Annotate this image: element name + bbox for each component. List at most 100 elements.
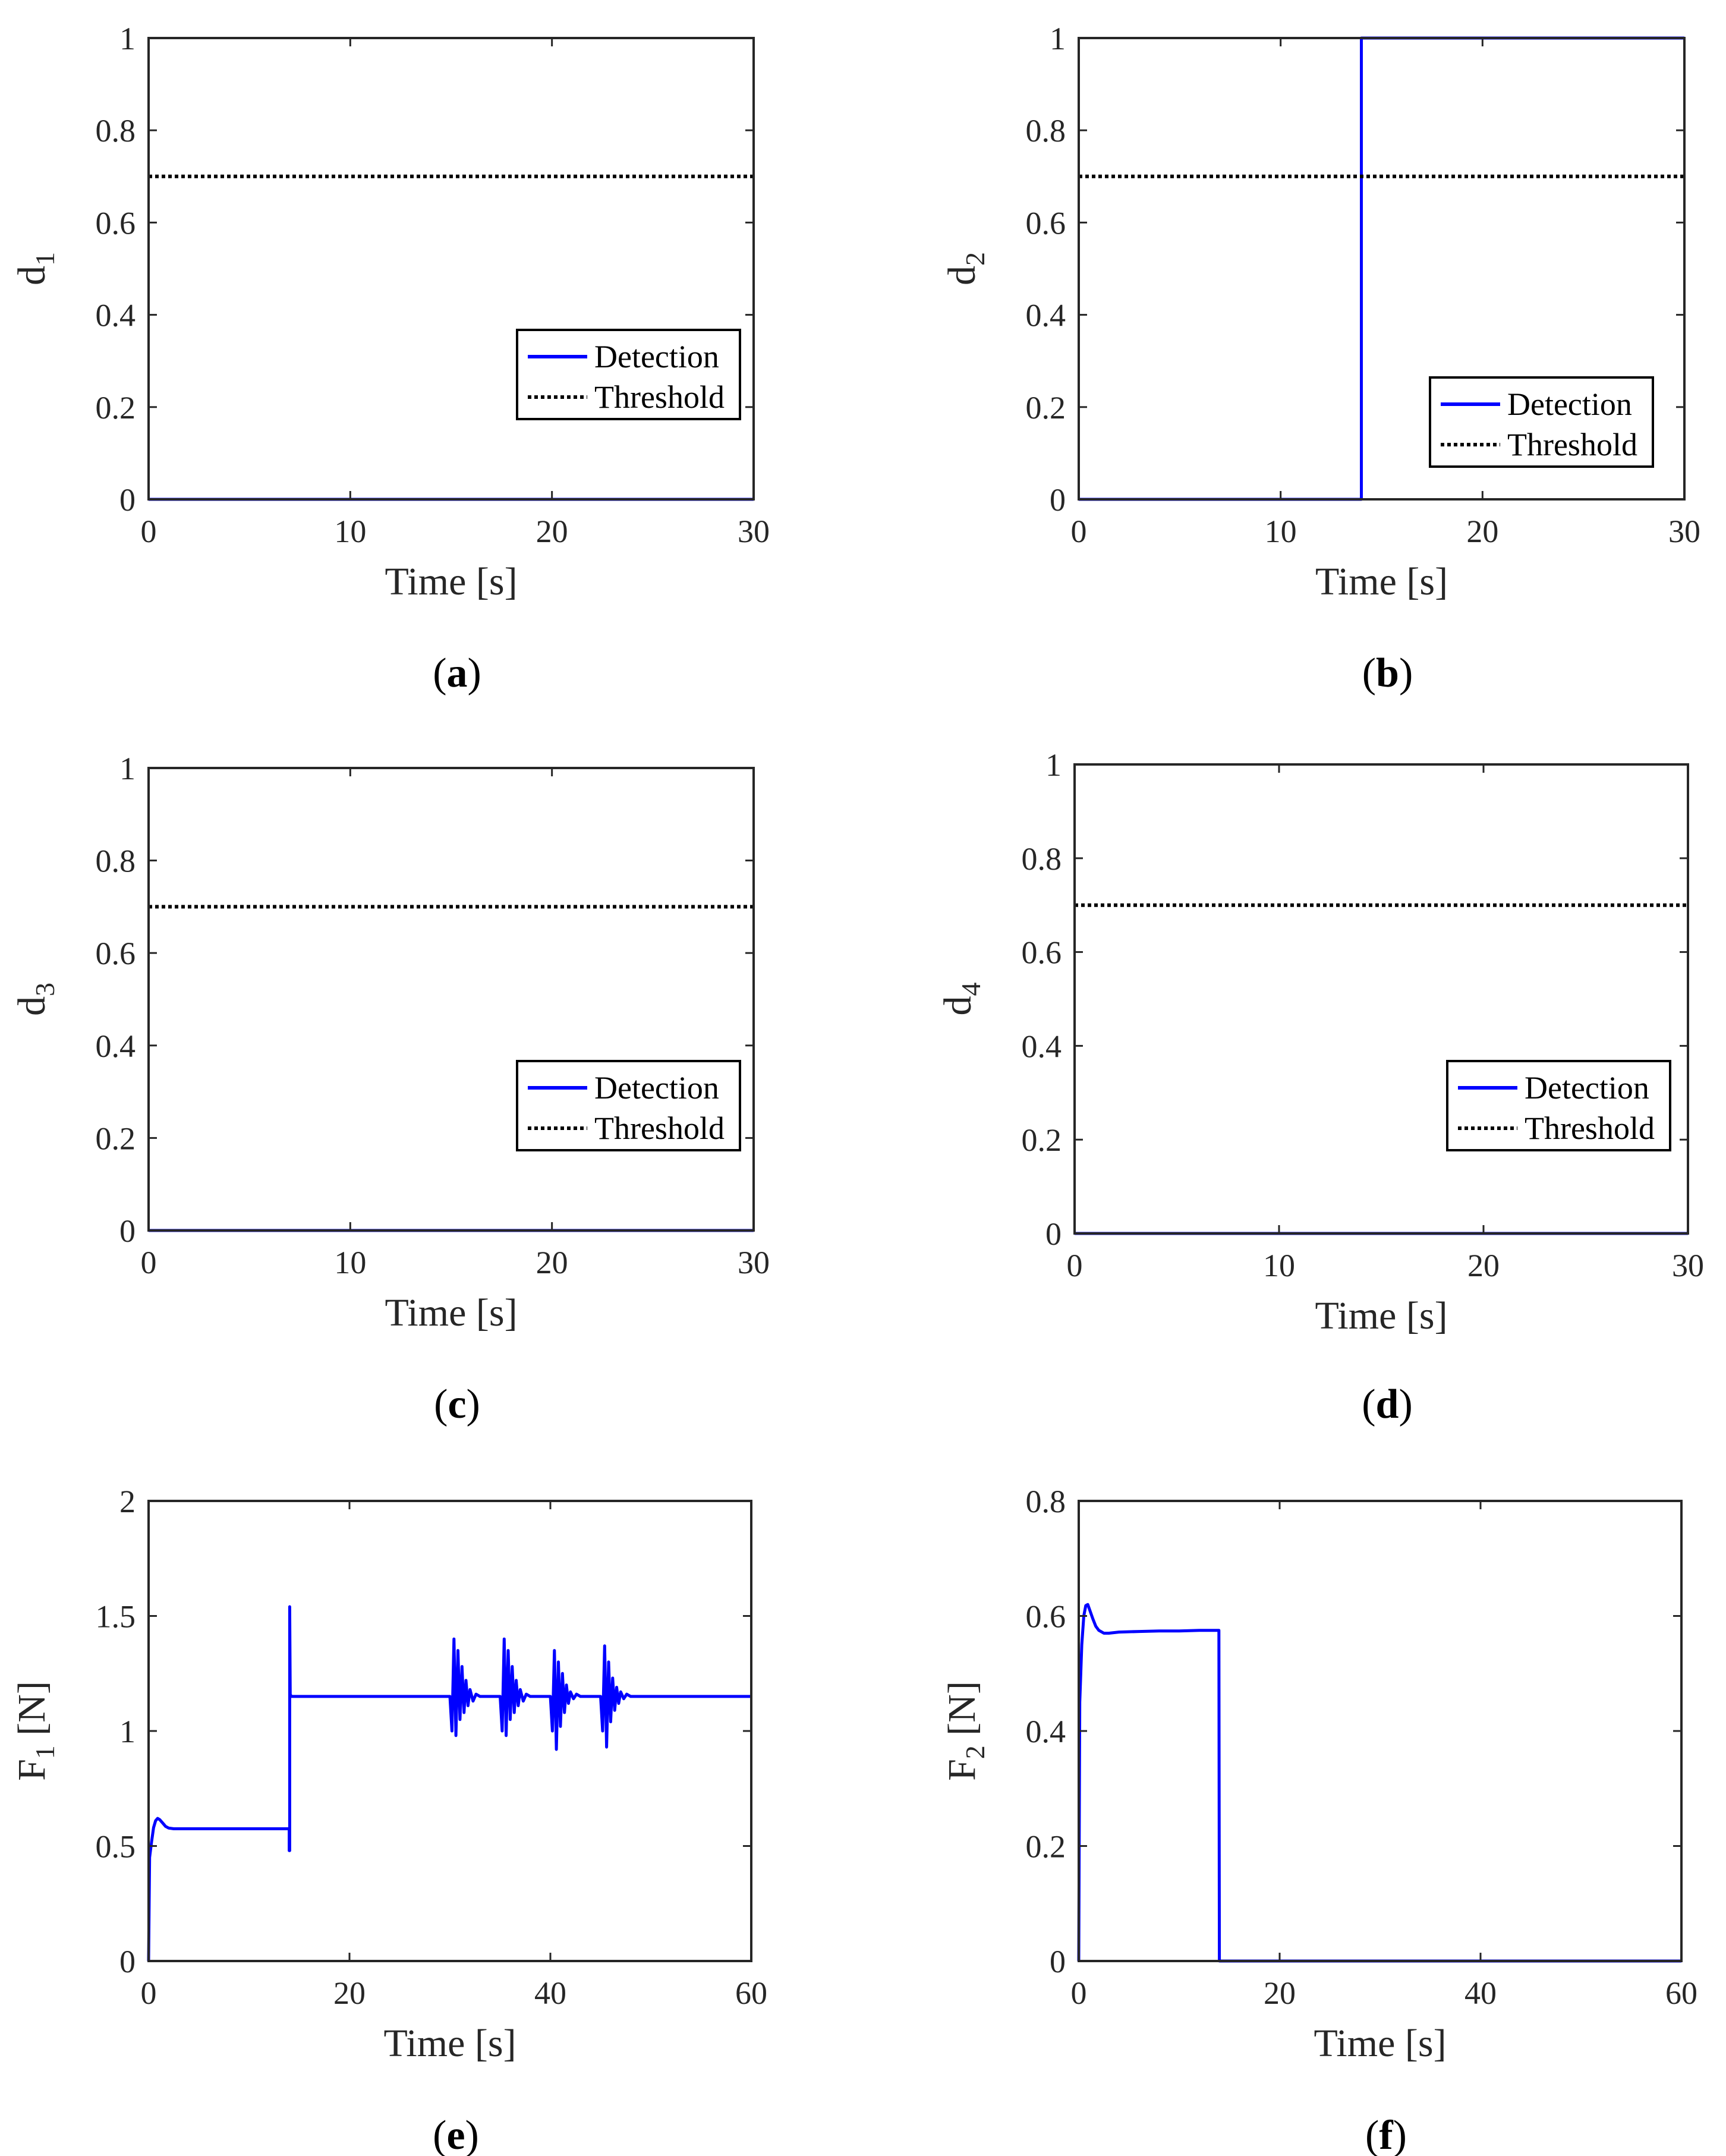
axes-box: [147, 767, 755, 1232]
x-tick-label: 20: [536, 514, 568, 549]
x-tick-label: 10: [334, 514, 366, 549]
x-tick-label: 20: [536, 1245, 568, 1280]
legend-label-threshold: Threshold: [1525, 1110, 1655, 1146]
y-tick-label: 0: [1045, 1216, 1062, 1252]
y-tick-label: 0.5: [96, 1829, 136, 1865]
y-axis-label-unit: [N]: [940, 1681, 984, 1745]
caption-letter: d: [1376, 1381, 1399, 1427]
x-axis-label: Time [s]: [1314, 2022, 1446, 2065]
x-axis-label: Time [s]: [1315, 1294, 1447, 1337]
panel-c: 0 10 20 30 0 0.2 0.4 0.6 0.8 1 Time [s] d3 Detection…: [10, 751, 770, 1427]
y-tick-label: 0.6: [96, 936, 136, 971]
caption-paren: ): [465, 2113, 479, 2156]
x-axis-label: Time [s]: [385, 1291, 517, 1334]
axes-box: [147, 1500, 752, 1962]
series-line: [147, 1605, 751, 1962]
caption-letter: c: [448, 1381, 466, 1427]
x-tick-label: 30: [1668, 514, 1700, 549]
x-axis-label: Time [s]: [385, 560, 517, 603]
series-line: [1077, 1603, 1681, 1963]
y-tick-label: 0.8: [1026, 1484, 1066, 1519]
caption-letter: f: [1379, 2113, 1393, 2156]
y-tick-label: 0.2: [96, 1121, 136, 1156]
y-axis-label-subscript: 3: [30, 983, 60, 996]
caption-letter: e: [446, 2113, 465, 2156]
x-tick-label: 40: [534, 1975, 566, 2011]
x-tick-label: 0: [1071, 1975, 1087, 2011]
y-tick-label: 2: [119, 1484, 136, 1519]
y-tick-label: 0.4: [1026, 298, 1066, 333]
x-tick-label: 0: [141, 1245, 157, 1280]
panel-caption: (f): [1365, 2113, 1407, 2156]
y-tick-label: 0.6: [1026, 1599, 1066, 1635]
y-axis-label-main: F: [940, 1759, 984, 1781]
y-tick-label: 0.6: [96, 205, 136, 241]
caption-paren: (: [1362, 1381, 1375, 1427]
y-axis-label: d4: [936, 983, 986, 1016]
y-axis-label-main: F: [10, 1759, 53, 1781]
y-axis-label-main: d: [10, 266, 53, 285]
axes-box: [1078, 37, 1686, 501]
panel-caption: (c): [434, 1381, 480, 1427]
caption-paren: (: [434, 1381, 448, 1427]
x-tick-label: 20: [333, 1975, 366, 2011]
legend-label-threshold: Threshold: [594, 379, 725, 415]
y-tick-label: 1: [119, 1714, 136, 1749]
x-tick-label: 60: [735, 1975, 767, 2011]
x-tick-label: 20: [1467, 1248, 1500, 1283]
panel-caption: (a): [433, 650, 481, 696]
x-axis-label: Time [s]: [1315, 560, 1448, 603]
legend-box: [516, 1060, 741, 1151]
caption-paren: (: [1362, 650, 1376, 696]
y-tick-label: 1: [119, 21, 136, 56]
y-axis-label-main: d: [936, 996, 979, 1016]
panel-caption: (e): [433, 2113, 479, 2156]
x-tick-label: 0: [1071, 514, 1087, 549]
legend-box: [516, 329, 741, 420]
legend-label-threshold: Threshold: [594, 1110, 725, 1146]
y-tick-label: 0: [1050, 1944, 1066, 1979]
y-tick-label: 0.4: [1026, 1714, 1066, 1749]
y-tick-label: 0.2: [1026, 1829, 1066, 1865]
legend-box: [1429, 376, 1654, 468]
y-tick-label: 1: [1045, 747, 1062, 783]
y-axis-label-subscript: 4: [956, 983, 986, 996]
y-tick-label: 0.8: [1026, 113, 1066, 149]
legend: Detection Threshold: [1446, 1060, 1671, 1151]
caption-paren: (: [433, 2113, 446, 2156]
panel-caption: (b): [1362, 650, 1413, 696]
x-tick-label: 20: [1466, 514, 1498, 549]
y-tick-label: 0.4: [1022, 1028, 1062, 1064]
y-tick-label: 0: [1050, 482, 1066, 518]
y-tick-label: 0.2: [96, 390, 136, 426]
legend: Detection Threshold: [1429, 376, 1654, 468]
axes-box: [1073, 763, 1689, 1235]
caption-letter: a: [447, 650, 468, 696]
y-tick-label: 0.6: [1026, 205, 1066, 241]
x-tick-label: 40: [1464, 1975, 1497, 2011]
x-tick-label: 10: [334, 1245, 366, 1280]
y-tick-label: 0.2: [1026, 390, 1066, 426]
x-tick-label: 30: [738, 514, 770, 549]
legend-label-detection: Detection: [1525, 1070, 1649, 1106]
caption-paren: ): [468, 650, 481, 696]
x-axis-label: Time [s]: [383, 2022, 516, 2065]
axes-box: [147, 37, 755, 501]
y-axis-label: F1 [N]: [10, 1681, 60, 1781]
y-axis-label-main: d: [10, 996, 53, 1016]
y-tick-label: 0.2: [1022, 1122, 1062, 1158]
legend-box: [1446, 1060, 1671, 1151]
caption-paren: ): [467, 1381, 480, 1427]
y-tick-label: 0.8: [96, 843, 136, 879]
legend-label-threshold: Threshold: [1507, 427, 1637, 462]
y-axis-label-subscript: 2: [960, 1745, 990, 1759]
panel-f: 0 20 40 60 0 0.2 0.4 0.6 0.8 Time [s] F2 [N] (f): [940, 1484, 1697, 2156]
panel-b: 0 10 20 30 0 0.2 0.4 0.6 0.8 1 Time [s] d2 Detection…: [940, 21, 1700, 696]
panel-caption: (d): [1362, 1381, 1413, 1427]
y-tick-label: 0: [119, 1944, 136, 1979]
caption-paren: ): [1399, 1381, 1412, 1427]
legend-label-detection: Detection: [594, 1070, 719, 1106]
